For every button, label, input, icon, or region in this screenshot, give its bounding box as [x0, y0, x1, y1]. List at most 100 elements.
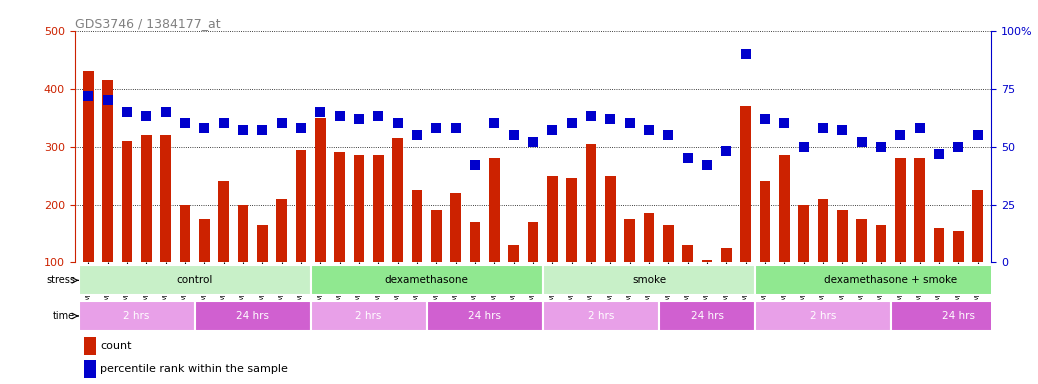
Point	[409, 132, 426, 138]
Bar	[103, 80, 113, 263]
Text: GDS3746 / 1384177_at: GDS3746 / 1384177_at	[75, 17, 220, 30]
Point	[699, 162, 715, 168]
Point	[815, 125, 831, 131]
Bar	[721, 248, 732, 263]
Bar	[760, 181, 770, 263]
Bar	[837, 210, 848, 263]
Point	[293, 125, 309, 131]
Point	[950, 144, 966, 150]
Point	[640, 127, 657, 134]
Text: smoke: smoke	[632, 275, 666, 285]
Text: 2 hrs: 2 hrs	[588, 311, 613, 321]
Bar	[218, 181, 229, 263]
Point	[602, 116, 619, 122]
Text: stress: stress	[46, 275, 75, 285]
Point	[582, 113, 599, 119]
Bar	[310, 301, 427, 331]
Point	[718, 148, 735, 154]
Bar	[373, 155, 384, 263]
Text: 24 hrs: 24 hrs	[468, 311, 501, 321]
Point	[622, 120, 638, 126]
Point	[892, 132, 908, 138]
Bar	[973, 190, 983, 263]
Bar	[469, 222, 481, 263]
Point	[118, 109, 135, 115]
Bar	[585, 144, 597, 263]
Text: control: control	[176, 275, 213, 285]
Bar	[83, 71, 93, 263]
Point	[351, 116, 367, 122]
Text: 2 hrs: 2 hrs	[355, 311, 382, 321]
Point	[506, 132, 522, 138]
Point	[100, 97, 116, 103]
Point	[795, 144, 812, 150]
Point	[370, 113, 386, 119]
Bar	[392, 138, 403, 263]
Bar	[798, 205, 809, 263]
Bar	[412, 190, 422, 263]
Bar	[315, 118, 326, 263]
Bar	[431, 210, 441, 263]
Bar	[257, 225, 268, 263]
Bar	[543, 265, 756, 295]
Point	[158, 109, 174, 115]
Bar	[953, 231, 963, 263]
Bar	[663, 225, 674, 263]
Bar	[625, 219, 635, 263]
Point	[737, 51, 754, 57]
Point	[757, 116, 773, 122]
Text: time: time	[53, 311, 75, 321]
Point	[911, 125, 928, 131]
Bar	[180, 205, 190, 263]
Point	[80, 93, 97, 99]
Bar	[856, 219, 867, 263]
Point	[524, 139, 542, 145]
Point	[235, 127, 251, 134]
Point	[467, 162, 484, 168]
Bar	[876, 225, 886, 263]
Point	[486, 120, 502, 126]
Bar	[547, 175, 557, 263]
Point	[853, 139, 870, 145]
Bar	[238, 205, 248, 263]
Bar	[121, 141, 132, 263]
Bar	[891, 301, 1027, 331]
Bar	[160, 135, 171, 263]
Bar	[527, 222, 539, 263]
Bar	[543, 301, 659, 331]
Point	[389, 120, 406, 126]
Text: 2 hrs: 2 hrs	[124, 311, 149, 321]
Text: dexamethasone: dexamethasone	[385, 275, 468, 285]
Bar	[780, 155, 790, 263]
Bar	[682, 245, 693, 263]
Point	[835, 127, 851, 134]
Text: dexamethasone + smoke: dexamethasone + smoke	[824, 275, 957, 285]
Bar	[310, 265, 543, 295]
Point	[215, 120, 231, 126]
Bar	[756, 265, 1027, 295]
Bar	[450, 193, 461, 263]
Bar	[334, 152, 345, 263]
Bar	[934, 228, 945, 263]
Bar	[702, 260, 712, 263]
Point	[331, 113, 348, 119]
Point	[660, 132, 677, 138]
Point	[564, 120, 580, 126]
Point	[196, 125, 213, 131]
Bar	[84, 360, 95, 378]
Bar	[199, 219, 210, 263]
Point	[428, 125, 444, 131]
Text: 24 hrs: 24 hrs	[690, 311, 723, 321]
Text: count: count	[101, 341, 132, 351]
Bar	[895, 158, 906, 263]
Point	[969, 132, 986, 138]
Point	[273, 120, 290, 126]
Point	[176, 120, 193, 126]
Bar	[605, 175, 616, 263]
Text: 2 hrs: 2 hrs	[810, 311, 837, 321]
Bar	[644, 213, 654, 263]
Point	[931, 151, 948, 157]
Bar	[740, 106, 752, 263]
Bar	[756, 301, 891, 331]
Bar	[296, 149, 306, 263]
